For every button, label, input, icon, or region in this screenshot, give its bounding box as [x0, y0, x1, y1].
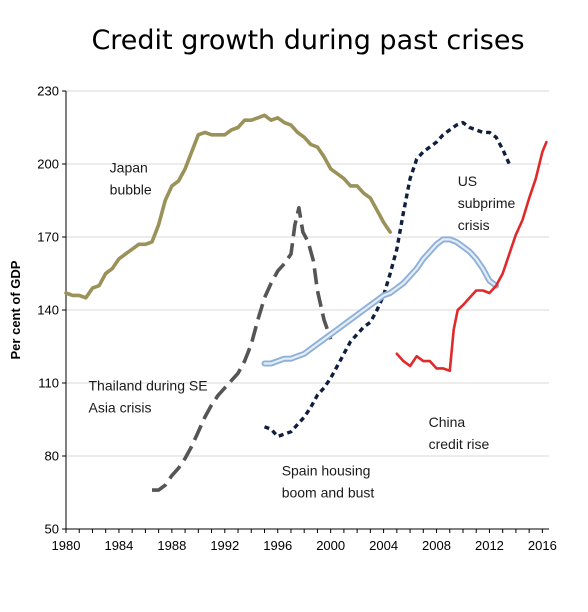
x-tick-label-2008: 2008 — [422, 538, 451, 553]
x-tick-label-1988: 1988 — [157, 538, 186, 553]
y-tick-labels: 50 80 110 140 170 200 230 — [37, 84, 66, 537]
annotation-china-line-1: China — [429, 414, 466, 430]
series-line-china — [395, 140, 548, 373]
y-tick-label-50: 50 — [45, 522, 59, 537]
y-tick-label-200: 200 — [37, 157, 59, 172]
y-tick-label-80: 80 — [45, 449, 59, 464]
y-tick-label-230: 230 — [37, 84, 59, 99]
y-tick-label-110: 110 — [38, 376, 59, 391]
chart-title: Credit growth during past crises — [91, 25, 524, 56]
annotation-us-line-1: US — [458, 173, 477, 189]
annotation-japan-line-2: bubble — [110, 182, 152, 198]
x-tick-label-2004: 2004 — [369, 538, 398, 553]
annotation-spain-line-1: Spain housing — [282, 462, 371, 478]
series-line-spain-inner — [263, 238, 498, 365]
series-line-spain — [261, 236, 500, 367]
annotation-china-line-2: credit rise — [429, 436, 490, 452]
x-tick-label-2000: 2000 — [316, 538, 345, 553]
annotation-thailand-line-2: Asia crisis — [88, 399, 151, 415]
y-axis-label: Per cent of GDP — [8, 260, 23, 359]
annotation-us-line-3: crisis — [458, 217, 490, 233]
series-lines — [64, 113, 548, 492]
series-line-us — [263, 120, 511, 439]
x-tick-label-1984: 1984 — [104, 538, 133, 553]
x-tick-label-1980: 1980 — [52, 538, 81, 553]
gridlines — [66, 90, 549, 457]
x-tick-label-2012: 2012 — [475, 538, 504, 553]
annotation-spain-line-2: boom and bust — [282, 484, 375, 500]
annotation-japan-line-1: Japan — [110, 160, 148, 176]
y-tick-label-170: 170 — [37, 230, 59, 245]
x-tick-label-1996: 1996 — [263, 538, 292, 553]
series-line-japan — [64, 113, 393, 300]
series-line-thailand — [152, 206, 333, 492]
annotation-thailand-line-1: Thailand during SE — [88, 377, 207, 393]
x-tick-label-2016: 2016 — [528, 538, 557, 553]
x-tick-label-1992: 1992 — [210, 538, 239, 553]
series-annotations: Japan bubble US subprime crisis Thailand duri… — [88, 160, 515, 501]
y-tick-label-140: 140 — [37, 303, 59, 318]
x-tick-labels: 1980 1984 1988 1992 1996 2000 2004 2008 2012 2016 — [52, 529, 557, 553]
annotation-us-line-2: subprime — [458, 195, 516, 211]
